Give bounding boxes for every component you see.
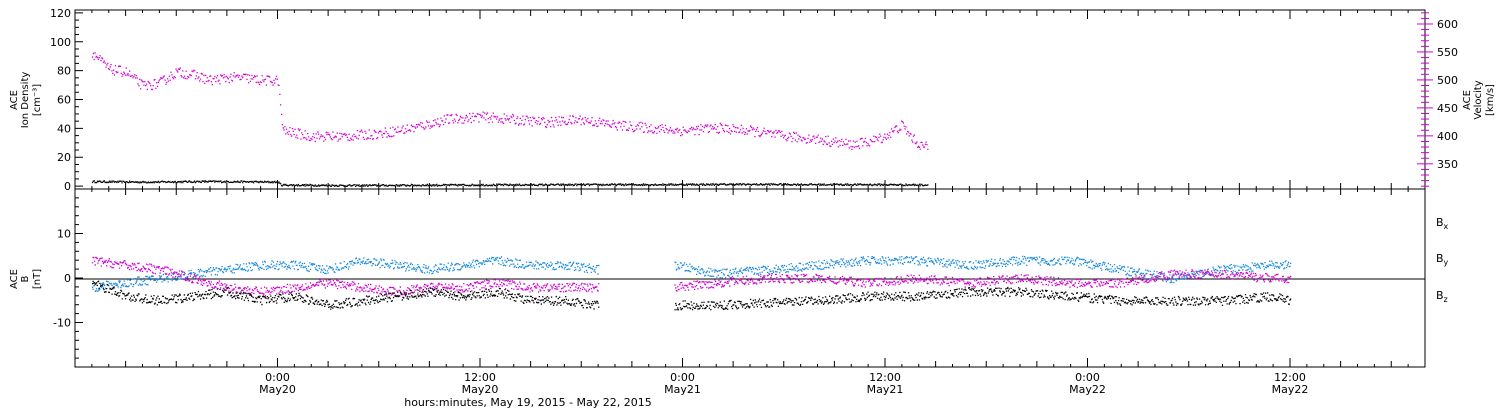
x-tick-date-label: May20	[462, 383, 499, 396]
density-label-line-1: ACE	[9, 90, 20, 110]
density-tick-label: 0	[64, 180, 71, 193]
b-label-line-2: B	[20, 275, 31, 282]
legend-entry-x: Bx	[1436, 216, 1449, 231]
x-axis-tick-labels: 0:00May2012:00May200:00May2112:00May210:…	[259, 371, 1308, 396]
velocity-tick-label: 600	[1437, 18, 1458, 31]
velocity-tick-label: 500	[1437, 74, 1458, 87]
x-tick-date-label: May22	[1272, 383, 1309, 396]
density-tick-label: 120	[50, 7, 71, 20]
x-tick-time-label: 0:00	[265, 371, 290, 384]
bottom-panel-x-ticks	[91, 189, 1409, 367]
velocity-label-line-2: Velocity	[1473, 80, 1484, 119]
legend-entry-z: Bz	[1436, 289, 1448, 304]
top-panel-frame	[74, 9, 1426, 190]
density-velocity-panel: 0 20 40 60 80 100 120 350 400 450 500 550 600 ACE I…	[9, 7, 1496, 193]
x-tick-time-label: 0:00	[1075, 371, 1100, 384]
density-tick-label: 60	[57, 94, 71, 107]
x-tick-time-label: 12:00	[869, 371, 901, 384]
bottom-panel-frame	[74, 188, 1426, 368]
velocity-axis-title: ACE Velocity [km/s]	[1462, 80, 1496, 119]
bz-series	[91, 256, 1292, 297]
velocity-tick-label: 450	[1437, 102, 1458, 115]
top-panel-x-ticks	[91, 10, 1409, 189]
velocity-label-line-3: [km/s]	[1485, 84, 1496, 116]
top-panel-series	[91, 52, 929, 187]
x-tick-date-label: May21	[664, 383, 701, 396]
density-tick-label: 40	[57, 122, 71, 135]
legend: Bx By Bz	[1436, 216, 1449, 304]
b-axis-ticks: -10 0 10	[53, 197, 83, 359]
x-axis-title: hours:minutes, May 19, 2015 - May 22, 20…	[404, 396, 652, 409]
b-tick-label: 10	[57, 228, 71, 241]
density-tick-label: 80	[57, 65, 71, 78]
x-tick-date-label: May20	[259, 383, 296, 396]
b-label-line-3: [nT]	[32, 269, 43, 289]
velocity-tick-label: 550	[1437, 46, 1458, 59]
b-tick-label: -10	[53, 317, 71, 330]
velocity-tick-label: 400	[1437, 130, 1458, 143]
magnetic-field-panel: -10 0 10 ACE B [nT] Bx By Bz	[9, 188, 1449, 368]
density-tick-label: 100	[50, 36, 71, 49]
x-tick-time-label: 0:00	[670, 371, 695, 384]
bx-series	[91, 280, 1292, 311]
density-axis-ticks: 0 20 40 60 80 100 120	[50, 7, 83, 193]
legend-entry-subscript: y	[1444, 258, 1449, 267]
density-tick-label: 20	[57, 151, 71, 164]
ion-density-series	[91, 180, 929, 187]
x-tick-date-label: May22	[1069, 383, 1106, 396]
b-axis-title: ACE B [nT]	[9, 269, 43, 289]
velocity-tick-label: 350	[1437, 158, 1458, 171]
velocity-axis-ticks: 350 400 450 500 550 600	[1417, 12, 1458, 187]
b-label-line-1: ACE	[9, 269, 20, 289]
density-label-line-3: [cm⁻³]	[32, 84, 43, 116]
density-label-line-2: Ion Density	[20, 72, 31, 129]
x-tick-time-label: 12:00	[464, 371, 496, 384]
density-axis-title: ACE Ion Density [cm⁻³]	[9, 72, 43, 129]
x-tick-time-label: 12:00	[1274, 371, 1306, 384]
x-tick-date-label: May21	[867, 383, 904, 396]
b-tick-label: 0	[64, 272, 71, 285]
legend-entry-subscript: z	[1444, 295, 1448, 304]
velocity-series	[91, 52, 929, 151]
velocity-label-line-1: ACE	[1462, 90, 1473, 110]
legend-entry-subscript: x	[1444, 222, 1449, 231]
bottom-panel-series	[91, 255, 1292, 311]
legend-entry-y: By	[1436, 252, 1449, 267]
